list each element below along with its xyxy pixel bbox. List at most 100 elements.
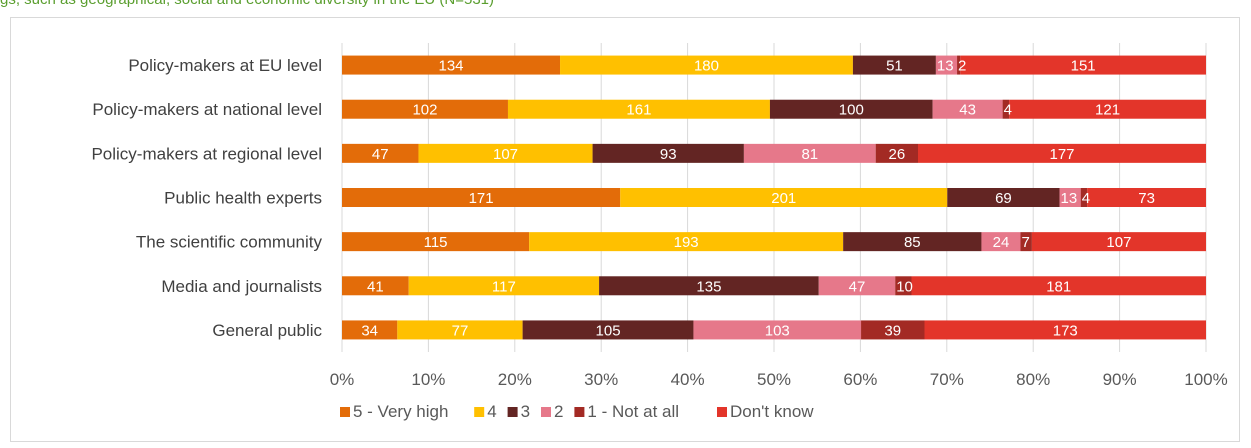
bar-segment — [957, 55, 961, 75]
bar-segment — [560, 55, 853, 75]
bar-segment — [875, 143, 918, 163]
data-label: 117 — [492, 278, 516, 295]
bar-segment — [918, 143, 1206, 163]
x-tick-label: 10% — [411, 370, 445, 389]
data-label: 39 — [884, 322, 901, 339]
bar-segment — [529, 232, 844, 252]
bar-segment — [769, 99, 933, 119]
legend-label: Don't know — [730, 402, 814, 421]
bar-segment — [342, 55, 561, 75]
bar-segment — [599, 276, 819, 296]
x-tick-label: 60% — [843, 370, 877, 389]
bar-segment — [935, 55, 958, 75]
data-label: 4 — [1082, 190, 1090, 207]
data-label: 171 — [469, 190, 494, 207]
bar-segment — [397, 320, 523, 340]
bar-segment — [522, 320, 694, 340]
bar-segment — [693, 320, 862, 340]
category-label: General public — [212, 321, 322, 340]
x-tick-label: 80% — [1016, 370, 1050, 389]
bar-segment — [932, 99, 1003, 119]
data-label: 107 — [493, 146, 518, 163]
bar-segment — [818, 276, 896, 296]
bar-segment — [981, 232, 1021, 252]
data-label: 173 — [1053, 322, 1078, 339]
chart-caption-fragment: gs, such as geographical, social and eco… — [0, 0, 1251, 8]
data-label: 193 — [674, 234, 699, 251]
x-tick-label: 40% — [671, 370, 705, 389]
bar-segment — [1087, 188, 1206, 207]
data-label: 180 — [694, 58, 719, 75]
bar-segment — [342, 143, 419, 163]
bar-segment — [843, 232, 982, 252]
bar-segment — [342, 99, 508, 119]
legend-swatch — [541, 407, 551, 417]
data-label: 93 — [660, 146, 677, 163]
bar-segment — [507, 99, 770, 119]
data-label: 47 — [849, 278, 866, 295]
data-label: 41 — [367, 278, 384, 295]
bar-segment — [342, 276, 409, 296]
legend-label: 1 - Not at all — [587, 402, 679, 421]
bar-segment — [947, 188, 1060, 207]
data-label: 161 — [626, 102, 651, 119]
data-label: 24 — [993, 234, 1010, 251]
bar-segment — [418, 143, 593, 163]
category-label: Media and journalists — [161, 277, 322, 296]
data-label: 103 — [765, 322, 790, 339]
data-label: 43 — [959, 102, 976, 119]
bar-segment — [1020, 232, 1032, 252]
category-label: Policy-makers at regional level — [91, 144, 322, 163]
data-label: 81 — [801, 146, 818, 163]
legend-swatch — [717, 407, 727, 417]
legend-swatch — [507, 407, 518, 417]
bar-segment — [1031, 232, 1206, 252]
data-label: 134 — [439, 58, 464, 75]
bar-segment — [1002, 99, 1010, 119]
x-tick-label: 90% — [1103, 370, 1137, 389]
data-label: 135 — [696, 278, 721, 295]
data-label: 102 — [412, 102, 437, 119]
data-label: 100 — [839, 102, 864, 119]
data-label: 10 — [896, 278, 913, 295]
legend-label: 4 — [487, 402, 496, 421]
category-label: Policy-makers at EU level — [128, 56, 322, 75]
x-tick-label: 20% — [498, 370, 532, 389]
x-tick-label: 100% — [1184, 370, 1227, 389]
data-label: 115 — [424, 234, 448, 251]
bar-segment — [342, 320, 398, 340]
x-tick-label: 30% — [584, 370, 618, 389]
data-label: 7 — [1022, 234, 1030, 251]
bar-segment — [1009, 99, 1206, 119]
bar-segment — [852, 55, 936, 75]
category-label: Policy-makers at national level — [92, 100, 322, 119]
data-label: 34 — [361, 322, 378, 339]
bar-segment — [342, 232, 530, 252]
data-label: 105 — [596, 322, 621, 339]
x-tick-label: 0% — [330, 370, 355, 389]
data-label: 2 — [958, 58, 966, 75]
bar-segment — [342, 188, 621, 207]
legend-label: 5 - Very high — [353, 402, 448, 421]
data-label: 26 — [889, 146, 906, 163]
bar-segment — [408, 276, 600, 296]
data-label: 177 — [1049, 146, 1074, 163]
chart-frame — [10, 17, 1240, 442]
legend-swatch — [474, 407, 485, 417]
data-label: 13 — [1061, 190, 1078, 207]
legend-swatch — [574, 407, 585, 417]
x-tick-label: 70% — [930, 370, 964, 389]
data-label: 201 — [771, 190, 796, 207]
bar-segment — [592, 143, 744, 163]
bar-segment — [743, 143, 876, 163]
x-tick-label: 50% — [757, 370, 791, 389]
data-label: 107 — [1106, 234, 1131, 251]
data-label: 77 — [452, 322, 469, 339]
data-label: 73 — [1138, 190, 1155, 207]
data-label: 13 — [937, 58, 954, 75]
bar-segment — [911, 276, 1206, 296]
legend-swatch — [340, 407, 350, 417]
category-label: The scientific community — [136, 233, 323, 252]
data-label: 151 — [1071, 58, 1096, 75]
